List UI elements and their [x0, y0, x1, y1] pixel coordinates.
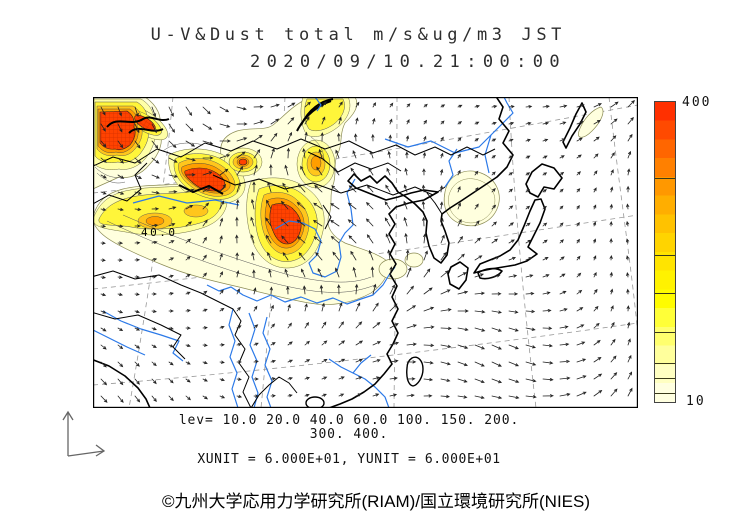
page-title: U-V&Dust total m/s&ug/m3 JST: [150, 25, 566, 45]
colorbar-divider: [655, 393, 675, 395]
contour-levels-line2: 300. 400.: [309, 427, 389, 442]
colorbar-divider: [655, 362, 675, 364]
colorbar-divider: [655, 254, 675, 256]
dust-contours: [93, 97, 604, 305]
copyright: ©九州大学応用力学研究所(RIAM)/国立環境研究所(NIES): [161, 492, 591, 511]
axis-arrows-icon: [62, 410, 106, 457]
wind-arrow-field: [100, 100, 635, 403]
coastlines: [93, 97, 587, 408]
colorbar: [654, 101, 676, 403]
borders: [93, 138, 496, 408]
contour-levels-line1: lev= 10.0 20.0 40.0 60.0 100. 150. 200.: [178, 413, 520, 428]
colorbar-max-label: 400: [682, 95, 712, 110]
ridge-lines: [106, 98, 334, 195]
unit-line: XUNIT = 6.000E+01, YUNIT = 6.000E+01: [197, 452, 501, 467]
wind-vectors: [100, 100, 635, 403]
colorbar-divider: [655, 293, 675, 295]
colorbar-min-label: 10: [686, 394, 706, 409]
page-datetime: 2020/09/10.21:00:00: [249, 52, 566, 72]
colorbar-divider: [655, 177, 675, 179]
map-frame: [93, 97, 638, 408]
colorbar-divider: [655, 377, 675, 379]
colorbar-divider: [655, 331, 675, 333]
dust-map: 40.0: [93, 97, 638, 408]
contour-label: 40.0: [141, 226, 178, 239]
